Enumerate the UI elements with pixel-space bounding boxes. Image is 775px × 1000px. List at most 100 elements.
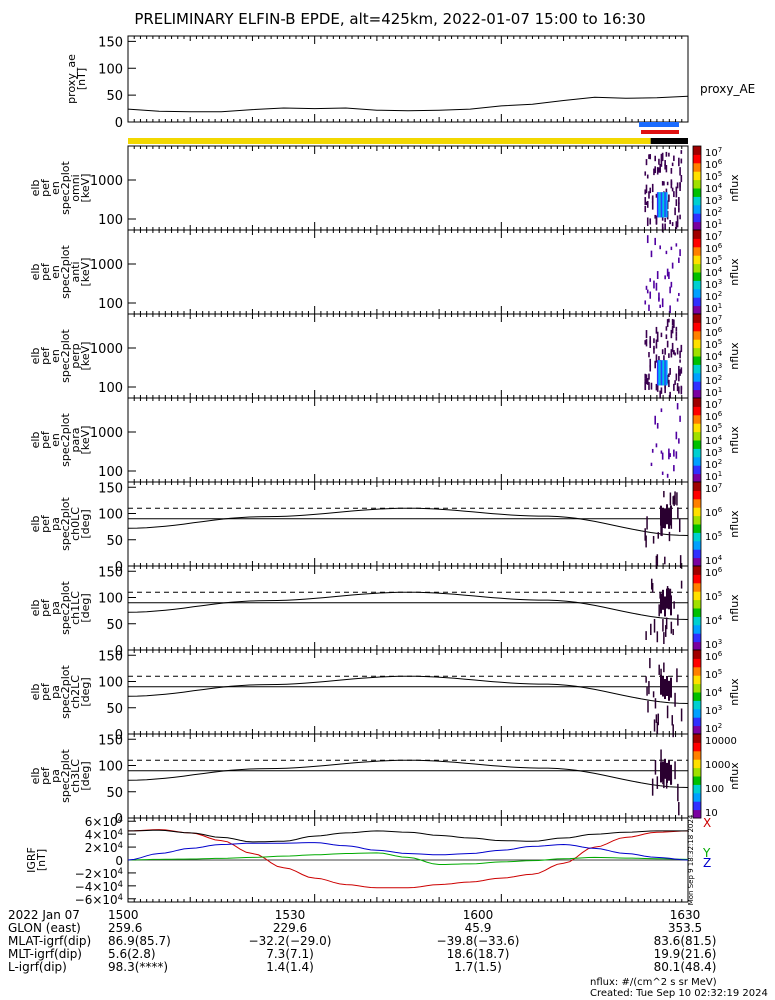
spectrogram-pixel xyxy=(644,340,647,345)
spectrogram-pixel xyxy=(680,175,683,183)
y-axis-label: pef xyxy=(39,262,52,281)
spectrogram-pixel xyxy=(648,154,650,159)
colorbar-tick-label: 103 xyxy=(705,638,722,651)
y-tick-label: 150 xyxy=(98,649,123,664)
spectrogram-pixel xyxy=(675,331,678,336)
colorbar-segment xyxy=(693,364,701,374)
spectrogram-pixel xyxy=(659,163,661,173)
spectrogram-pixel xyxy=(668,589,670,610)
spectrogram-pixel xyxy=(678,386,680,394)
y-tick-label: 100 xyxy=(98,508,123,523)
spectrogram-pixel xyxy=(670,677,672,698)
colorbar-segment xyxy=(693,448,701,458)
spectrogram-pixel xyxy=(657,532,660,539)
colorbar-segment xyxy=(693,356,701,365)
spectrogram-pixel xyxy=(674,491,676,505)
colorbar-segment xyxy=(693,591,701,601)
spectrogram-pixel xyxy=(670,246,673,251)
colorbar-segment xyxy=(693,809,701,819)
spectrogram-pixel xyxy=(650,578,653,590)
colorbar-segment xyxy=(693,675,701,685)
colorbar-tick-label: 1000 xyxy=(705,760,730,771)
spectrogram-pixel xyxy=(664,163,666,170)
igrf-line-z xyxy=(127,842,689,861)
spectrogram-pixel xyxy=(652,535,655,544)
colorbar-tick-label: 103 xyxy=(705,446,722,459)
y-tick-label: 100 xyxy=(98,760,123,775)
spectrogram-pixel xyxy=(654,166,656,174)
spectrogram-pixel xyxy=(678,372,680,382)
spectrogram-pixel xyxy=(678,157,680,167)
colorbar-segment xyxy=(693,599,701,609)
colorbar-segment xyxy=(693,272,701,281)
colorbar-tick-label: 104 xyxy=(705,554,723,567)
y-axis-label: anti xyxy=(69,261,82,282)
spectrogram-pixel xyxy=(656,631,659,643)
y-axis-label: elb xyxy=(29,348,42,365)
spectrogram-pixel xyxy=(645,339,648,347)
colorbar-unit-label: nflux xyxy=(728,426,741,454)
spectrogram-pixel xyxy=(664,217,666,223)
spectrogram-pixel xyxy=(646,235,649,244)
spectrogram-pixel xyxy=(676,182,679,189)
colorbar-tick-label: 107 xyxy=(705,146,722,159)
colorbar-tick-label: 101 xyxy=(705,386,722,399)
spectrogram-pixel xyxy=(670,505,672,526)
spectrogram-pixel xyxy=(666,319,669,328)
spectrogram-pixel xyxy=(676,403,679,410)
colorbar-segment xyxy=(693,204,701,214)
y-axis-label: pef xyxy=(39,682,52,701)
y-axis-label: perp xyxy=(69,343,82,368)
spectrogram-pixel xyxy=(660,450,663,454)
colorbar-segment xyxy=(693,540,701,550)
colorbar-unit-label: nflux xyxy=(728,342,741,370)
spectrogram-pixel xyxy=(668,373,670,377)
spectrogram-pixel xyxy=(651,778,654,796)
spectrogram-pixel xyxy=(661,471,664,475)
colorbar-tick-label: 106 xyxy=(705,650,723,663)
spectrogram-pixel xyxy=(671,162,674,167)
colorbar-segment xyxy=(693,146,701,155)
colorbar-segment xyxy=(693,414,701,424)
spectrogram-pixel xyxy=(675,326,678,332)
spectrogram-pixel xyxy=(676,383,679,392)
status-bars xyxy=(128,122,688,144)
colorbar-tick-label: 105 xyxy=(705,530,722,543)
spectrogram-pixel xyxy=(670,764,672,785)
spectrogram-pixel xyxy=(660,387,663,394)
energy-spectrogram-perp: 1000100elbpefenspec2plotperp[keV]1071061… xyxy=(29,313,741,399)
spectrogram-pixel xyxy=(673,495,675,507)
spectrogram-pixel xyxy=(654,415,656,425)
spectrogram-pixel xyxy=(670,329,673,339)
footer-cell: 19.9(21.6) xyxy=(653,947,717,961)
colorbar-segment xyxy=(693,692,701,701)
spectrogram-pixel xyxy=(670,351,673,358)
y-axis-label: pef xyxy=(39,766,52,785)
y-tick-label: 6×104 xyxy=(85,814,123,829)
spectrogram-axes-frame xyxy=(127,733,689,819)
spectrogram-pixel xyxy=(656,331,659,340)
igrf-legend-x: X xyxy=(703,816,711,830)
y-axis-label: omni xyxy=(69,174,82,201)
y-tick-label: 100 xyxy=(98,465,123,480)
spectrogram-pixel xyxy=(671,327,674,334)
y-axis-label: spec2plot xyxy=(59,413,72,467)
spectrogram-pixel xyxy=(664,758,666,779)
spectrogram-pixel xyxy=(675,221,678,230)
colorbar-tick-label: 100 xyxy=(705,784,724,795)
spectrogram-pixel xyxy=(657,713,660,726)
spectrogram-pixel xyxy=(651,448,654,453)
igrf-line-y xyxy=(127,852,689,865)
colorbar-segment xyxy=(693,624,701,634)
y-tick-label: 150 xyxy=(98,481,123,496)
spectrogram-pixel xyxy=(668,680,670,701)
y-tick-label: 100 xyxy=(98,381,123,396)
spectrogram-pixel xyxy=(645,184,648,194)
spectrogram-pixel xyxy=(666,181,669,186)
spectrogram-pixel xyxy=(656,271,659,280)
y-tick-label: 1000 xyxy=(90,258,123,273)
spectrogram-pixel xyxy=(649,365,652,372)
y-axis-label: proxy_ae xyxy=(65,54,78,104)
spectrogram-pixel xyxy=(675,373,678,381)
spectrogram-pixel xyxy=(656,722,659,734)
